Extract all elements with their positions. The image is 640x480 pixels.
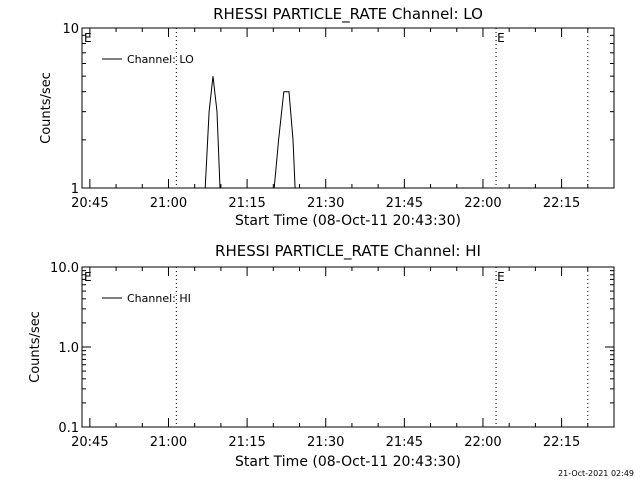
panel-1-y-tick-label: 10 [62,22,79,37]
panel-2-x-tick-label: 20:45 [71,435,108,450]
panel-1-plot-frame [81,27,615,189]
panel-1-legend-label: Channel: LO [127,53,194,66]
panel-2-x-tick-label: 21:30 [307,435,344,450]
panel-2-x-tick-label: 21:15 [228,435,265,450]
panel-2-y-tick-label: 10.0 [50,261,79,276]
panel-1-y-tick-label: 1 [71,182,79,197]
panel-1-title: RHESSI PARTICLE_RATE Channel: LO [213,5,483,24]
panel-2-x-tick-label: 22:15 [543,435,580,450]
panel-1-series-line [273,91,296,189]
panel-2-edge-label: E [84,270,92,284]
panel-1-x-tick-label: 20:45 [71,196,108,211]
panel-2-x-tick-label: 22:00 [464,435,501,450]
footer-timestamp: 21-Oct-2021 02:49 [558,469,634,478]
panel-1-series-line [204,76,221,189]
panel-1-x-tick-label: 22:15 [543,196,580,211]
panel-2-event-marker-label: E [497,270,505,284]
panel-1-y-axis-label: Counts/sec [39,72,54,144]
panel-2-x-tick-label: 21:00 [150,435,187,450]
panel-1-x-tick-label: 21:15 [228,196,265,211]
panel-1-x-tick-label: 21:00 [150,196,187,211]
panel-1-x-tick-label: 21:45 [386,196,423,211]
panel-1-x-axis-label: Start Time (08-Oct-11 20:43:30) [235,213,461,229]
panel-2-plot-frame [81,266,615,428]
panel-2-legend-label: Channel: HI [127,292,191,305]
panel-1-x-tick-label: 21:30 [307,196,344,211]
panel-2-y-tick-label: 1.0 [58,341,79,356]
panel-2-x-tick-label: 21:45 [386,435,423,450]
panel-1-edge-label: E [84,31,92,45]
panel-1-x-tick-label: 22:00 [464,196,501,211]
panel-2-y-axis-label: Counts/sec [28,311,43,383]
panel-2-title: RHESSI PARTICLE_RATE Channel: HI [215,242,481,261]
panel-2-y-tick-label: 0.1 [58,421,79,436]
panel-1-event-marker-label: E [497,31,505,45]
panel-2-x-axis-label: Start Time (08-Oct-11 20:43:30) [235,454,461,470]
